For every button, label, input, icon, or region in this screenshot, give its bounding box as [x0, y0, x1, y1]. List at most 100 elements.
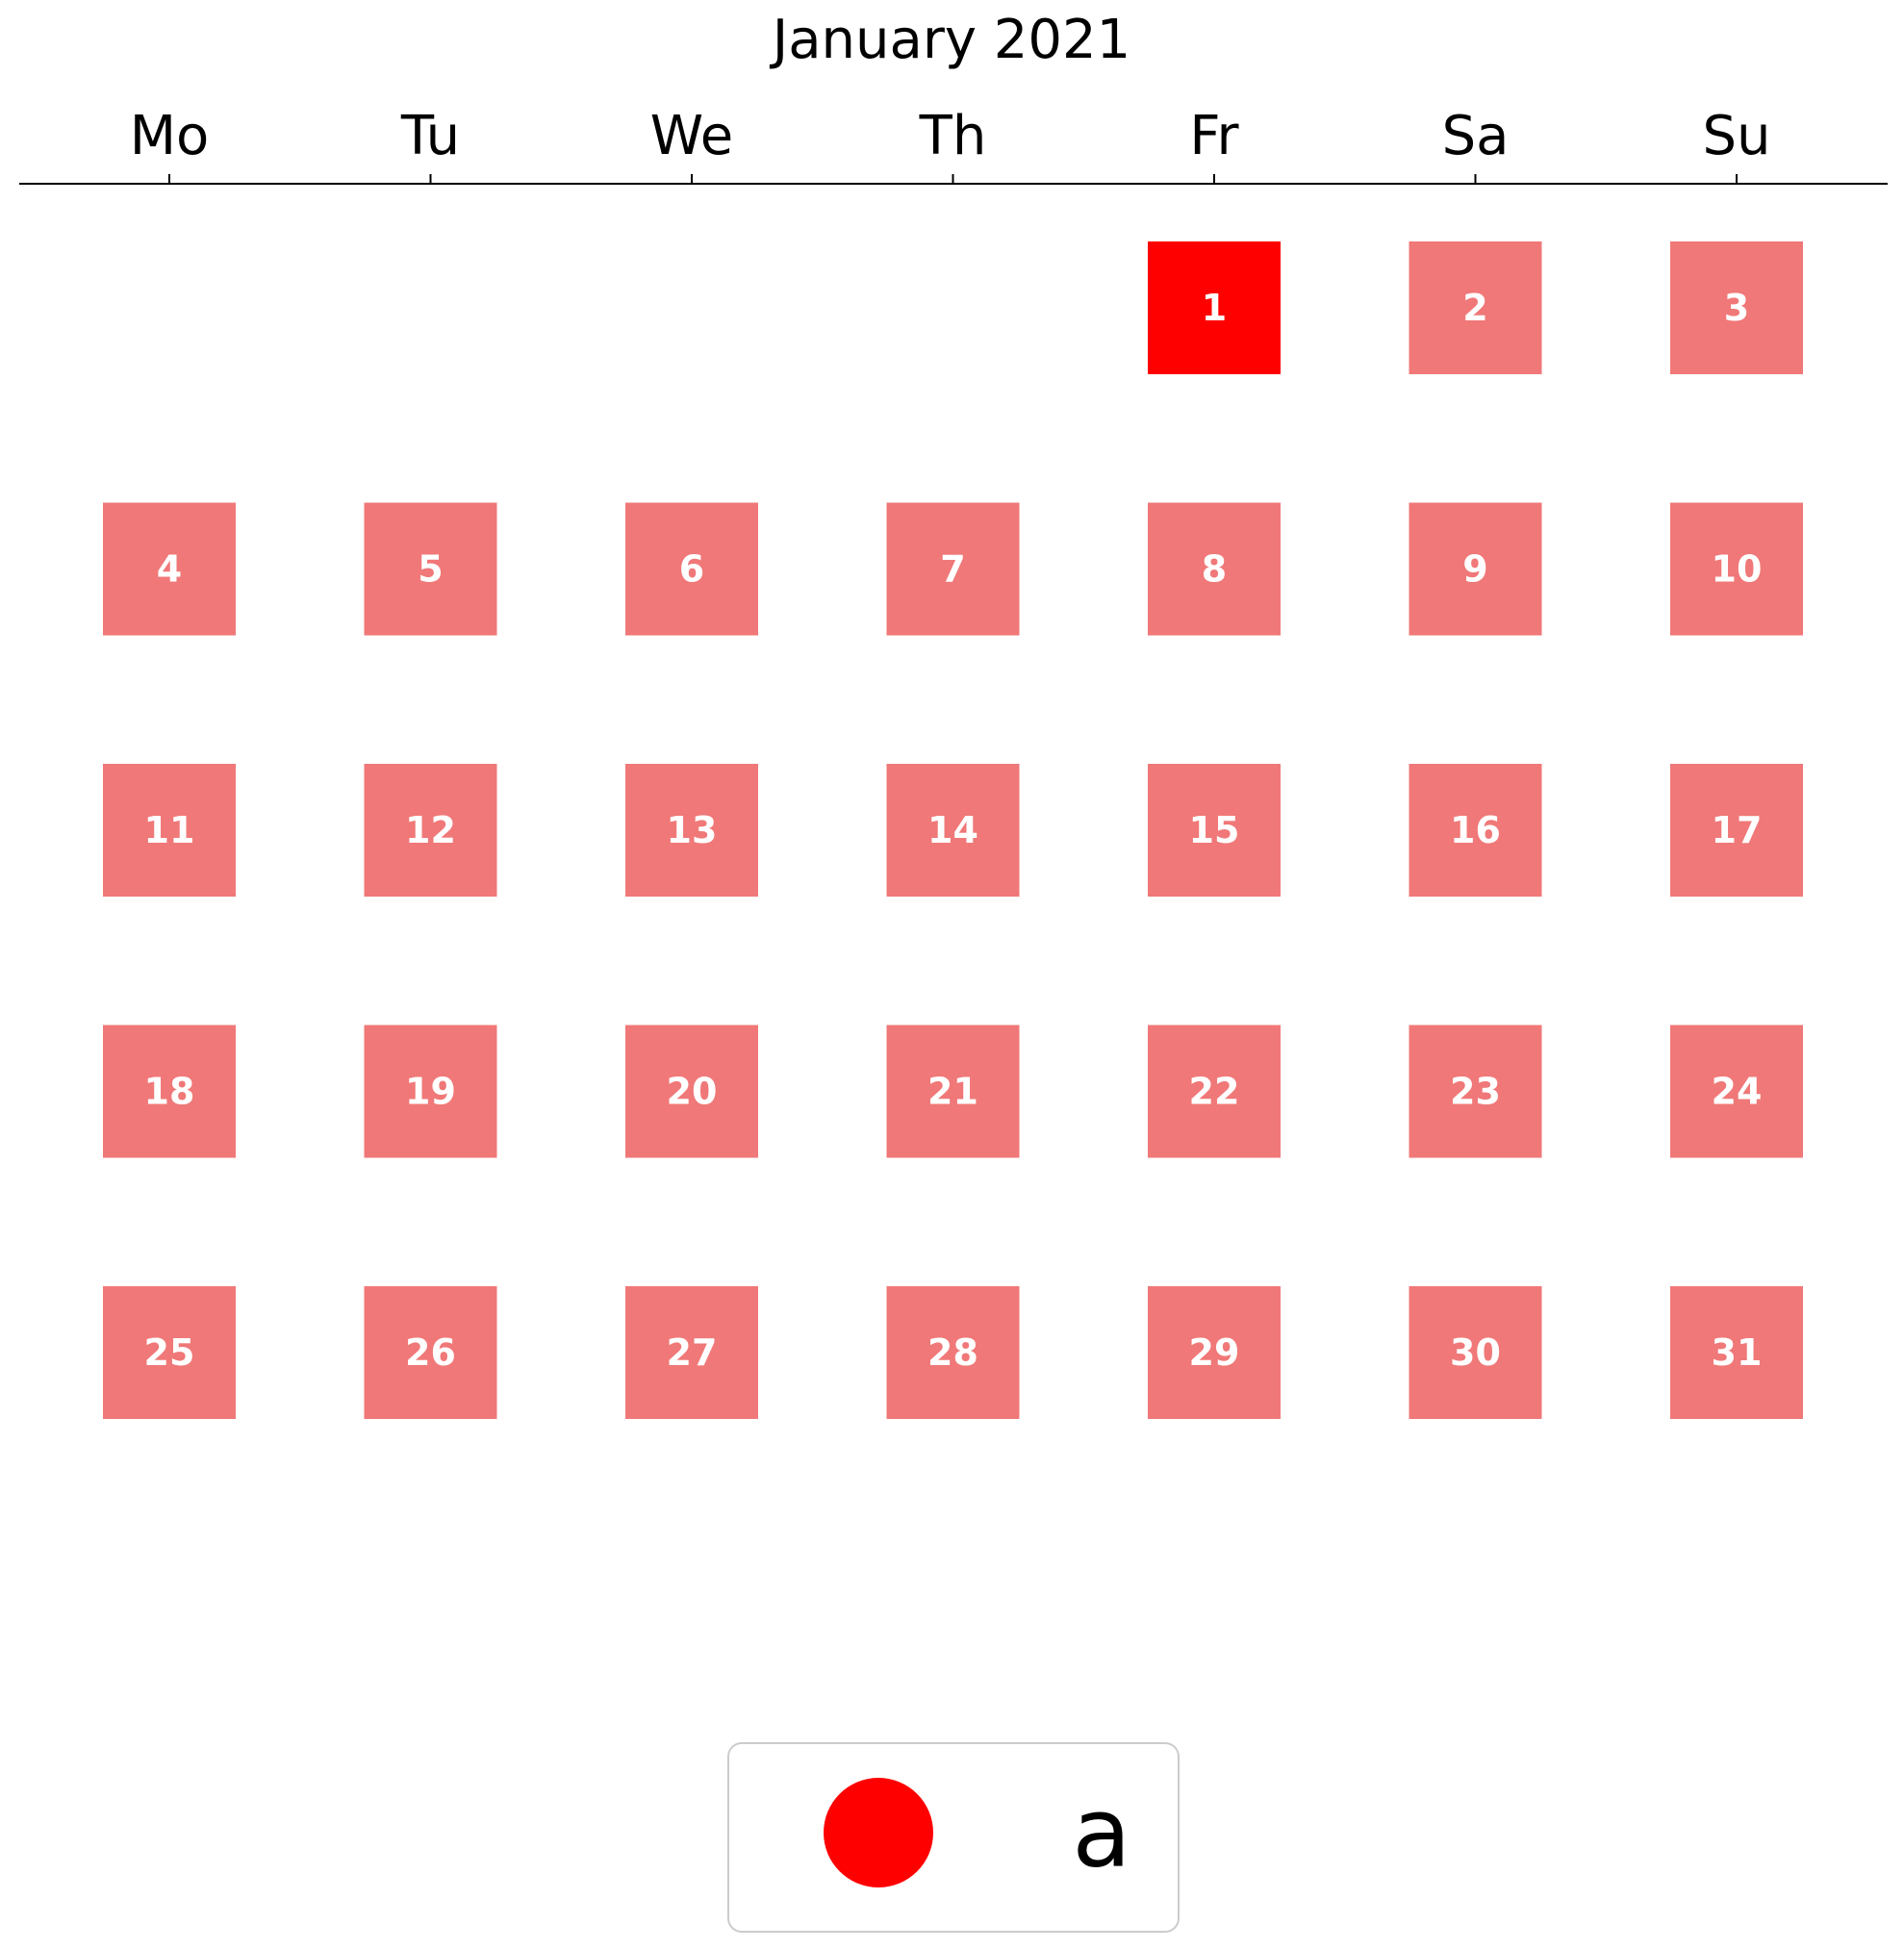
day-label: 8: [1202, 548, 1227, 591]
day-cell-28: 28: [886, 1286, 1020, 1419]
legend-frame: [727, 1742, 1180, 1933]
day-square: [1409, 1286, 1542, 1419]
day-square: [364, 502, 497, 636]
day-square: [1409, 1025, 1542, 1158]
day-square: [1148, 764, 1281, 897]
day-cell-24: 24: [1670, 1025, 1803, 1158]
day-label: 4: [157, 548, 182, 591]
day-square: [886, 1025, 1020, 1158]
legend-label: a: [1072, 1777, 1130, 1889]
weekday-label-we: We: [650, 105, 734, 167]
day-label: 17: [1712, 809, 1763, 851]
day-cell-25: 25: [103, 1286, 236, 1419]
day-square: [1148, 241, 1281, 374]
day-cell-14: 14: [886, 764, 1020, 897]
day-cell-11: 11: [103, 764, 236, 897]
day-label: 31: [1712, 1331, 1763, 1374]
legend-marker: [824, 1778, 933, 1887]
day-cell-22: 22: [1148, 1025, 1281, 1158]
weekday-label-th: Th: [919, 105, 987, 167]
day-cell-12: 12: [364, 764, 497, 897]
day-cell-9: 9: [1409, 502, 1542, 636]
day-square: [886, 1286, 1020, 1419]
day-square: [1148, 502, 1281, 636]
weekday-label-mo: Mo: [130, 105, 210, 167]
day-square: [1670, 502, 1803, 636]
day-label: 16: [1450, 809, 1501, 851]
day-cell-8: 8: [1148, 502, 1281, 636]
day-square: [1670, 1025, 1803, 1158]
day-cell-5: 5: [364, 502, 497, 636]
day-cell-6: 6: [625, 502, 758, 636]
day-cell-19: 19: [364, 1025, 497, 1158]
day-label: 11: [144, 809, 195, 851]
day-square: [364, 1286, 497, 1419]
day-label: 13: [667, 809, 718, 851]
chart-title: January 2021: [770, 9, 1131, 71]
day-square: [103, 764, 236, 897]
day-cell-18: 18: [103, 1025, 236, 1158]
day-square: [625, 502, 758, 636]
day-cell-2: 2: [1409, 241, 1542, 374]
day-square: [103, 502, 236, 636]
day-label: 30: [1450, 1331, 1501, 1374]
day-label: 1: [1202, 287, 1227, 329]
day-label: 2: [1462, 287, 1487, 329]
day-square: [1409, 764, 1542, 897]
weekday-label-sa: Sa: [1442, 105, 1510, 167]
day-cell-26: 26: [364, 1286, 497, 1419]
day-cell-31: 31: [1670, 1286, 1803, 1419]
day-label: 21: [927, 1071, 978, 1113]
day-cell-30: 30: [1409, 1286, 1542, 1419]
day-cell-3: 3: [1670, 241, 1803, 374]
day-square: [1409, 502, 1542, 636]
day-cell-17: 17: [1670, 764, 1803, 897]
day-cell-4: 4: [103, 502, 236, 636]
day-label: 14: [927, 809, 978, 851]
day-label: 7: [940, 548, 965, 591]
day-label: 6: [679, 548, 704, 591]
day-square: [1670, 241, 1803, 374]
day-label: 24: [1712, 1071, 1763, 1113]
day-square: [625, 1025, 758, 1158]
day-label: 25: [144, 1331, 195, 1374]
day-label: 3: [1724, 287, 1749, 329]
day-cell-1: 1: [1148, 241, 1281, 374]
day-label: 23: [1450, 1071, 1501, 1113]
day-label: 26: [405, 1331, 456, 1374]
day-cell-16: 16: [1409, 764, 1542, 897]
day-label: 19: [405, 1071, 456, 1113]
day-cell-23: 23: [1409, 1025, 1542, 1158]
weekday-label-su: Su: [1702, 105, 1770, 167]
weekday-label-tu: Tu: [400, 105, 460, 167]
day-square: [1670, 1286, 1803, 1419]
day-square: [886, 502, 1020, 636]
day-square: [364, 1025, 497, 1158]
day-cell-20: 20: [625, 1025, 758, 1158]
day-label: 9: [1462, 548, 1487, 591]
day-cell-27: 27: [625, 1286, 758, 1419]
weekday-label-fr: Fr: [1189, 105, 1239, 167]
legend: a: [727, 1742, 1180, 1933]
day-cell-13: 13: [625, 764, 758, 897]
day-square: [1670, 764, 1803, 897]
day-label: 15: [1189, 809, 1240, 851]
weekday-header: Mo Tu We Th Fr Sa Su: [130, 105, 1771, 184]
day-label: 22: [1189, 1071, 1240, 1113]
day-label: 29: [1189, 1331, 1240, 1374]
day-label: 18: [144, 1071, 195, 1113]
day-square: [625, 764, 758, 897]
day-label: 20: [667, 1071, 718, 1113]
day-square: [103, 1025, 236, 1158]
day-label: 28: [927, 1331, 978, 1374]
day-label: 5: [418, 548, 443, 591]
day-cell-21: 21: [886, 1025, 1020, 1158]
day-cell-10: 10: [1670, 502, 1803, 636]
day-square: [1148, 1025, 1281, 1158]
day-square: [103, 1286, 236, 1419]
day-square: [886, 764, 1020, 897]
day-square: [1148, 1286, 1281, 1419]
day-label: 12: [405, 809, 456, 851]
